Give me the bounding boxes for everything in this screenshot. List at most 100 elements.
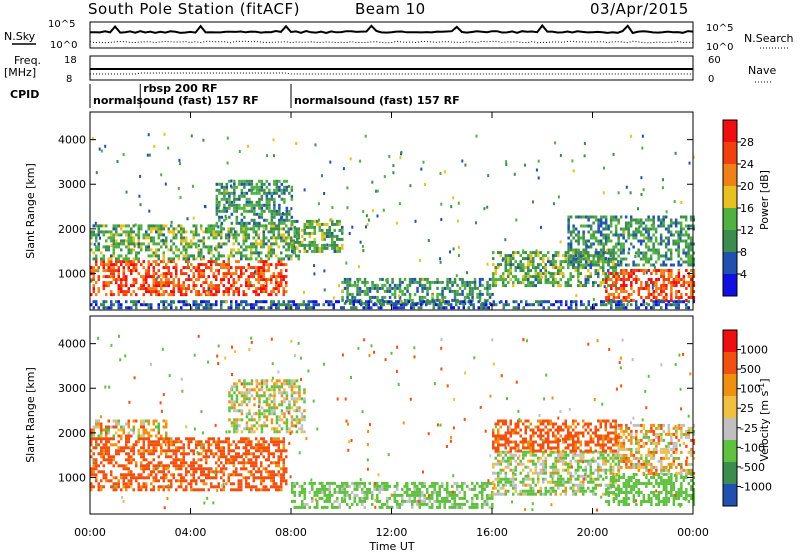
data-cell: [220, 221, 224, 225]
data-cell: [142, 434, 145, 438]
data-cell: [233, 406, 236, 410]
data-cell: [290, 385, 294, 389]
data-cell: [667, 272, 671, 275]
data-cell: [689, 245, 693, 249]
data-cell: [243, 182, 246, 186]
data-cell: [378, 484, 381, 488]
data-cell: [547, 257, 550, 261]
data-cell: [662, 272, 666, 275]
data-cell: [147, 260, 150, 264]
data-cell: [235, 458, 238, 462]
data-cell: [290, 215, 294, 219]
data-cell: [235, 300, 238, 304]
data-cell: [277, 227, 280, 231]
data-cell: [245, 254, 248, 258]
data-cell: [360, 303, 363, 307]
data-cell: [212, 485, 215, 489]
data-cell: [257, 440, 260, 444]
data-cell: [630, 134, 633, 138]
data-cell: [692, 257, 695, 261]
data-cell: [664, 236, 668, 240]
data-cell: [117, 464, 120, 468]
data-cell: [267, 446, 270, 450]
data-cell: [285, 206, 289, 210]
data-cell: [135, 476, 138, 480]
data-cell: [677, 275, 681, 278]
data-cell: [98, 147, 101, 151]
data-cell: [210, 257, 213, 261]
data-cell: [257, 272, 260, 276]
nave-tick-bottom: 0: [708, 74, 714, 85]
data-cell: [277, 446, 280, 450]
data-cell: [542, 254, 545, 258]
data-cell: [270, 236, 273, 240]
data-cell: [215, 290, 218, 294]
data-cell: [100, 251, 103, 255]
data-cell: [690, 284, 693, 287]
data-cell: [353, 295, 357, 299]
data-cell: [680, 201, 683, 204]
data-cell: [243, 221, 246, 225]
colorbar-tick-label: 20: [740, 180, 754, 193]
data-cell: [182, 443, 185, 447]
data-cell: [294, 251, 296, 255]
data-cell: [97, 488, 100, 492]
data-cell: [308, 505, 311, 509]
data-cell: [218, 191, 221, 195]
data-cell: [275, 239, 278, 243]
data-cell: [232, 488, 235, 492]
data-cell: [567, 245, 570, 249]
data-cell: [519, 269, 522, 273]
data-cell: [292, 303, 295, 307]
data-cell: [587, 278, 590, 282]
data-cell: [574, 227, 578, 231]
data-cell: [127, 239, 130, 243]
data-cell: [270, 412, 274, 416]
data-cell: [505, 303, 508, 307]
data-cell: [662, 239, 665, 243]
data-cell: [280, 488, 283, 492]
data-cell: [255, 188, 259, 192]
data-cell: [233, 403, 236, 407]
data-cell: [105, 284, 108, 288]
data-cell: [336, 234, 339, 238]
data-cell: [313, 493, 316, 497]
data-cell: [270, 263, 273, 267]
data-cell: [478, 283, 482, 287]
data-cell: [527, 269, 530, 273]
data-cell: [406, 484, 409, 488]
data-cell: [205, 455, 208, 459]
data-cell: [130, 455, 133, 459]
data-cell: [346, 286, 349, 290]
data-cell: [267, 449, 270, 453]
data-cell: [182, 287, 185, 291]
data-cell: [117, 306, 120, 310]
data-cell: [150, 306, 153, 310]
data-cell: [287, 300, 290, 304]
data-cell: [120, 224, 123, 228]
data-cell: [282, 227, 285, 231]
data-cell: [115, 482, 118, 486]
data-cell: [311, 219, 314, 223]
data-cell: [197, 303, 200, 307]
data-cell: [105, 269, 108, 273]
data-cell: [637, 290, 641, 293]
data-cell: [313, 264, 316, 268]
data-cell: [675, 293, 678, 296]
data-cell: [413, 292, 417, 296]
data-cell: [293, 424, 296, 428]
data-cell: [132, 419, 135, 423]
data-cell: [607, 239, 610, 243]
data-cell: [300, 303, 303, 307]
data-cell: [260, 482, 263, 486]
data-cell: [630, 275, 633, 278]
data-cell: [240, 403, 244, 407]
data-cell: [321, 487, 324, 491]
data-cell: [120, 290, 123, 294]
data-cell: [233, 400, 236, 404]
data-cell: [115, 452, 118, 456]
data-cell: [657, 242, 660, 246]
data-cell: [398, 289, 402, 293]
data-cell: [235, 430, 239, 434]
data-cell: [396, 499, 399, 503]
